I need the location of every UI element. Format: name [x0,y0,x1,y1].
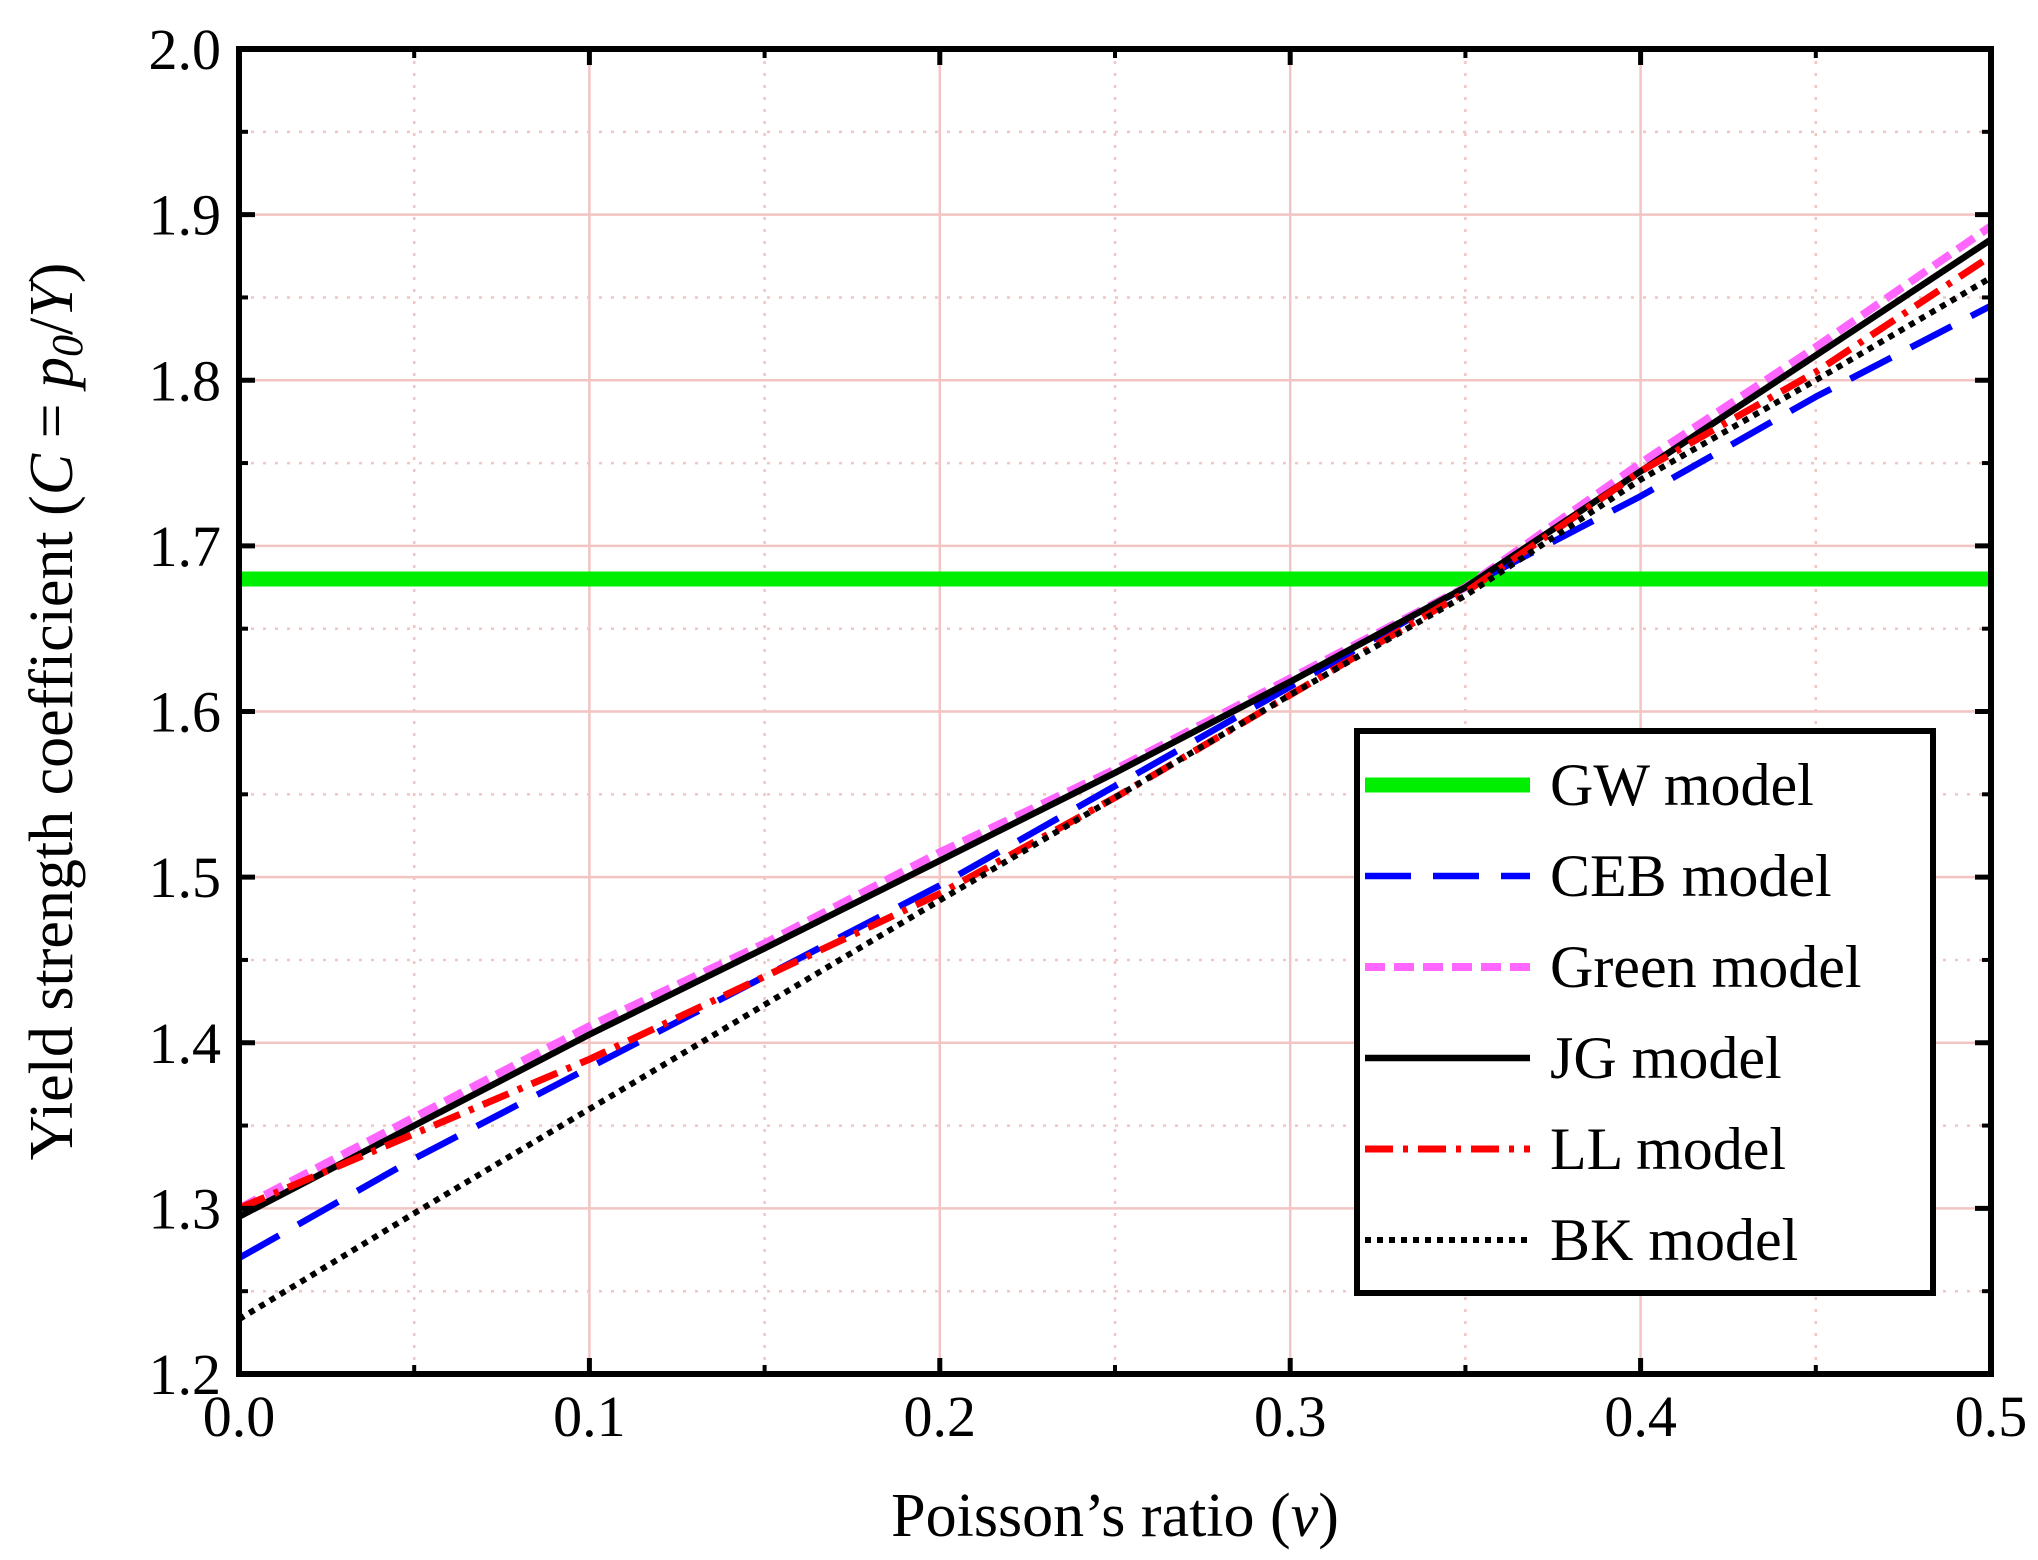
y-axis-title-suffix: ) [18,263,86,284]
y-tick-label: 1.6 [149,680,222,745]
legend-label: BK model [1550,1207,1798,1273]
y-axis-title-slash: / [18,317,86,335]
y-axis-title-subscript: 0 [43,335,92,357]
y-tick-label: 1.5 [149,845,222,910]
y-tick-label: 1.2 [149,1342,222,1407]
series-line-jg-model [237,236,1993,1220]
y-axis-title-prefix: Yield strength coefficient ( [18,495,86,1160]
y-tick-label: 1.3 [149,1176,222,1241]
x-tick-label: 0.3 [1254,1384,1327,1449]
y-tick-label: 2.0 [149,17,222,82]
y-tick-label: 1.7 [149,514,222,579]
y-tick-label: 1.8 [149,348,222,413]
axis-ticks: 0.0 0.1 0.2 0.3 0.4 0.5 1.2 1.3 1.4 1.5 1.6 1.7 1.8 1… [149,17,2028,1449]
x-axis-title-prefix: Poisson’s ratio ( [891,1482,1291,1550]
legend-label: CEB model [1550,843,1832,909]
series-line-ceb-model [237,302,1993,1261]
x-tick-label: 0.5 [1955,1384,2028,1449]
y-tick-label: 1.9 [149,183,222,248]
y-tick-label: 1.4 [149,1011,222,1076]
legend-box [1354,728,1936,1296]
x-axis-title-suffix: ) [1318,1482,1339,1550]
legend-label: Green model [1550,934,1862,1000]
y-axis-title-p: p [18,357,86,392]
legend-label: GW model [1550,752,1814,818]
x-tick-label: 0.2 [904,1384,977,1449]
x-axis-title: Poisson’s ratio (ν) [891,1482,1339,1550]
y-axis-title-c: C [18,453,86,495]
legend: GW model CEB model Green model JG model LL m… [1354,728,1936,1296]
y-axis-title: Yield strength coefficient (C = p0/Y) [18,263,92,1161]
x-axis-title-symbol: ν [1291,1482,1319,1550]
series-line-bk-model [237,275,1993,1322]
y-axis-title-eq: = [18,388,86,454]
legend-label: JG model [1550,1025,1782,1091]
x-tick-label: 0.0 [203,1384,276,1449]
x-tick-label: 0.1 [553,1384,626,1449]
series-layer [237,222,1994,1322]
series-line-ll-model [237,253,1993,1212]
y-axis-title-y: Y [18,278,86,318]
x-tick-label: 0.4 [1604,1384,1677,1449]
legend-label: LL model [1550,1116,1786,1182]
series-line-green-model [237,222,1994,1212]
